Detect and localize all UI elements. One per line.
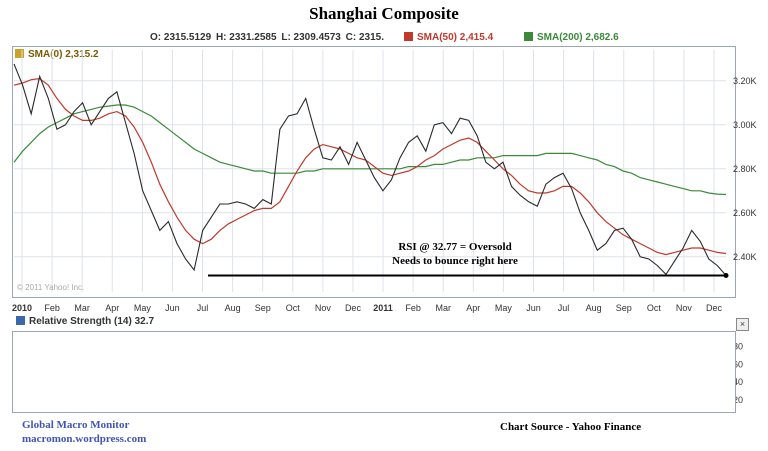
legend-sma50: SMA(50) 2,415.4 xyxy=(404,32,493,43)
x-tick-label: Dec xyxy=(706,303,723,313)
ohlc-close: C: 2315. xyxy=(345,32,384,43)
legend-sma50-swatch xyxy=(404,32,413,41)
rsi-y-tick-label: 60 xyxy=(733,359,743,369)
price-y-tick-label: 3.20K xyxy=(733,76,757,86)
rsi-y-tick-label: 20 xyxy=(733,395,743,405)
x-tick-label: Jul xyxy=(558,303,570,313)
legend-sma200: SMA(200) 2,682.6 xyxy=(524,32,619,43)
price-y-tick-label: 3.00K xyxy=(733,120,757,130)
sma200-line xyxy=(13,104,727,196)
ohlc-high: H: 2331.2585 xyxy=(215,32,277,43)
close-icon[interactable]: × xyxy=(736,318,749,331)
x-tick-label: 2011 xyxy=(373,303,393,313)
price-line xyxy=(13,63,727,276)
x-tick-label: Jun xyxy=(526,303,541,313)
legend-sma50-label: SMA(50) 2,415.4 xyxy=(417,32,494,43)
rsi-y-tick-label: 40 xyxy=(733,377,743,387)
sma50-line xyxy=(13,77,727,256)
last-price-marker xyxy=(723,273,729,278)
x-tick-label: Mar xyxy=(74,303,90,313)
chart-source: Chart Source - Yahoo Finance xyxy=(500,421,642,433)
chart-title: Shanghai Composite xyxy=(309,4,459,23)
annotation-line-1: RSI @ 32.77 = Oversold xyxy=(398,241,512,253)
x-tick-label: Aug xyxy=(586,303,602,313)
x-tick-label: May xyxy=(134,303,152,313)
footer-credit: Global Macro Monitor macromon.wordpress.… xyxy=(22,418,146,446)
x-tick-label: Dec xyxy=(345,303,362,313)
legend-sma0-swatch xyxy=(15,49,24,58)
x-tick-label: Apr xyxy=(105,303,119,313)
rsi-legend-label: Relative Strength (14) 32.7 xyxy=(29,316,155,327)
x-tick-label: Nov xyxy=(315,303,332,313)
rsi-chart-frame xyxy=(12,331,736,413)
x-tick-label: Apr xyxy=(466,303,480,313)
x-tick-label: 2010 xyxy=(12,303,32,313)
footer-credit-line-1: Global Macro Monitor xyxy=(22,419,130,431)
rsi-y-tick-label: 80 xyxy=(733,341,743,351)
footer-credit-line-2: macromon.wordpress.com xyxy=(22,433,147,445)
x-tick-label: Mar xyxy=(435,303,451,313)
x-tick-label: Nov xyxy=(676,303,693,313)
legend-sma200-label: SMA(200) 2,682.6 xyxy=(537,32,619,43)
legend-sma0-label: SMA(0) 2,315.2 xyxy=(28,49,99,60)
price-y-tick-label: 2.40K xyxy=(733,252,757,262)
ohlc-readout: O: 2315.5129 H: 2331.2585 L: 2309.4573 C… xyxy=(150,32,386,43)
x-tick-label: Sep xyxy=(616,303,632,313)
ohlc-open: O: 2315.5129 xyxy=(150,32,212,43)
rsi-legend-swatch xyxy=(16,316,25,325)
x-tick-label: Sep xyxy=(255,303,271,313)
x-tick-label: Jul xyxy=(197,303,209,313)
x-tick-label: Feb xyxy=(405,303,421,313)
price-y-tick-label: 2.60K xyxy=(733,208,757,218)
rsi-annotation: RSI @ 32.77 = Oversold Needs to bounce r… xyxy=(370,240,540,268)
legend-sma200-swatch xyxy=(524,32,533,41)
annotation-line-2: Needs to bounce right here xyxy=(392,255,518,267)
x-tick-label: Jun xyxy=(165,303,180,313)
x-tick-label: Feb xyxy=(44,303,60,313)
price-y-tick-label: 2.80K xyxy=(733,164,757,174)
rsi-header: Relative Strength (14) 32.7 xyxy=(12,316,734,330)
legend-sma0: SMA(0) 2,315.2 xyxy=(15,49,99,60)
x-tick-label: May xyxy=(495,303,513,313)
x-tick-label: Aug xyxy=(225,303,241,313)
x-tick-label: Oct xyxy=(647,303,662,313)
ohlc-low: L: 2309.4573 xyxy=(281,32,341,43)
price-chart-frame xyxy=(12,46,736,298)
copyright-text: © 2011 Yahoo! Inc. xyxy=(17,283,85,292)
x-tick-label: Oct xyxy=(286,303,301,313)
